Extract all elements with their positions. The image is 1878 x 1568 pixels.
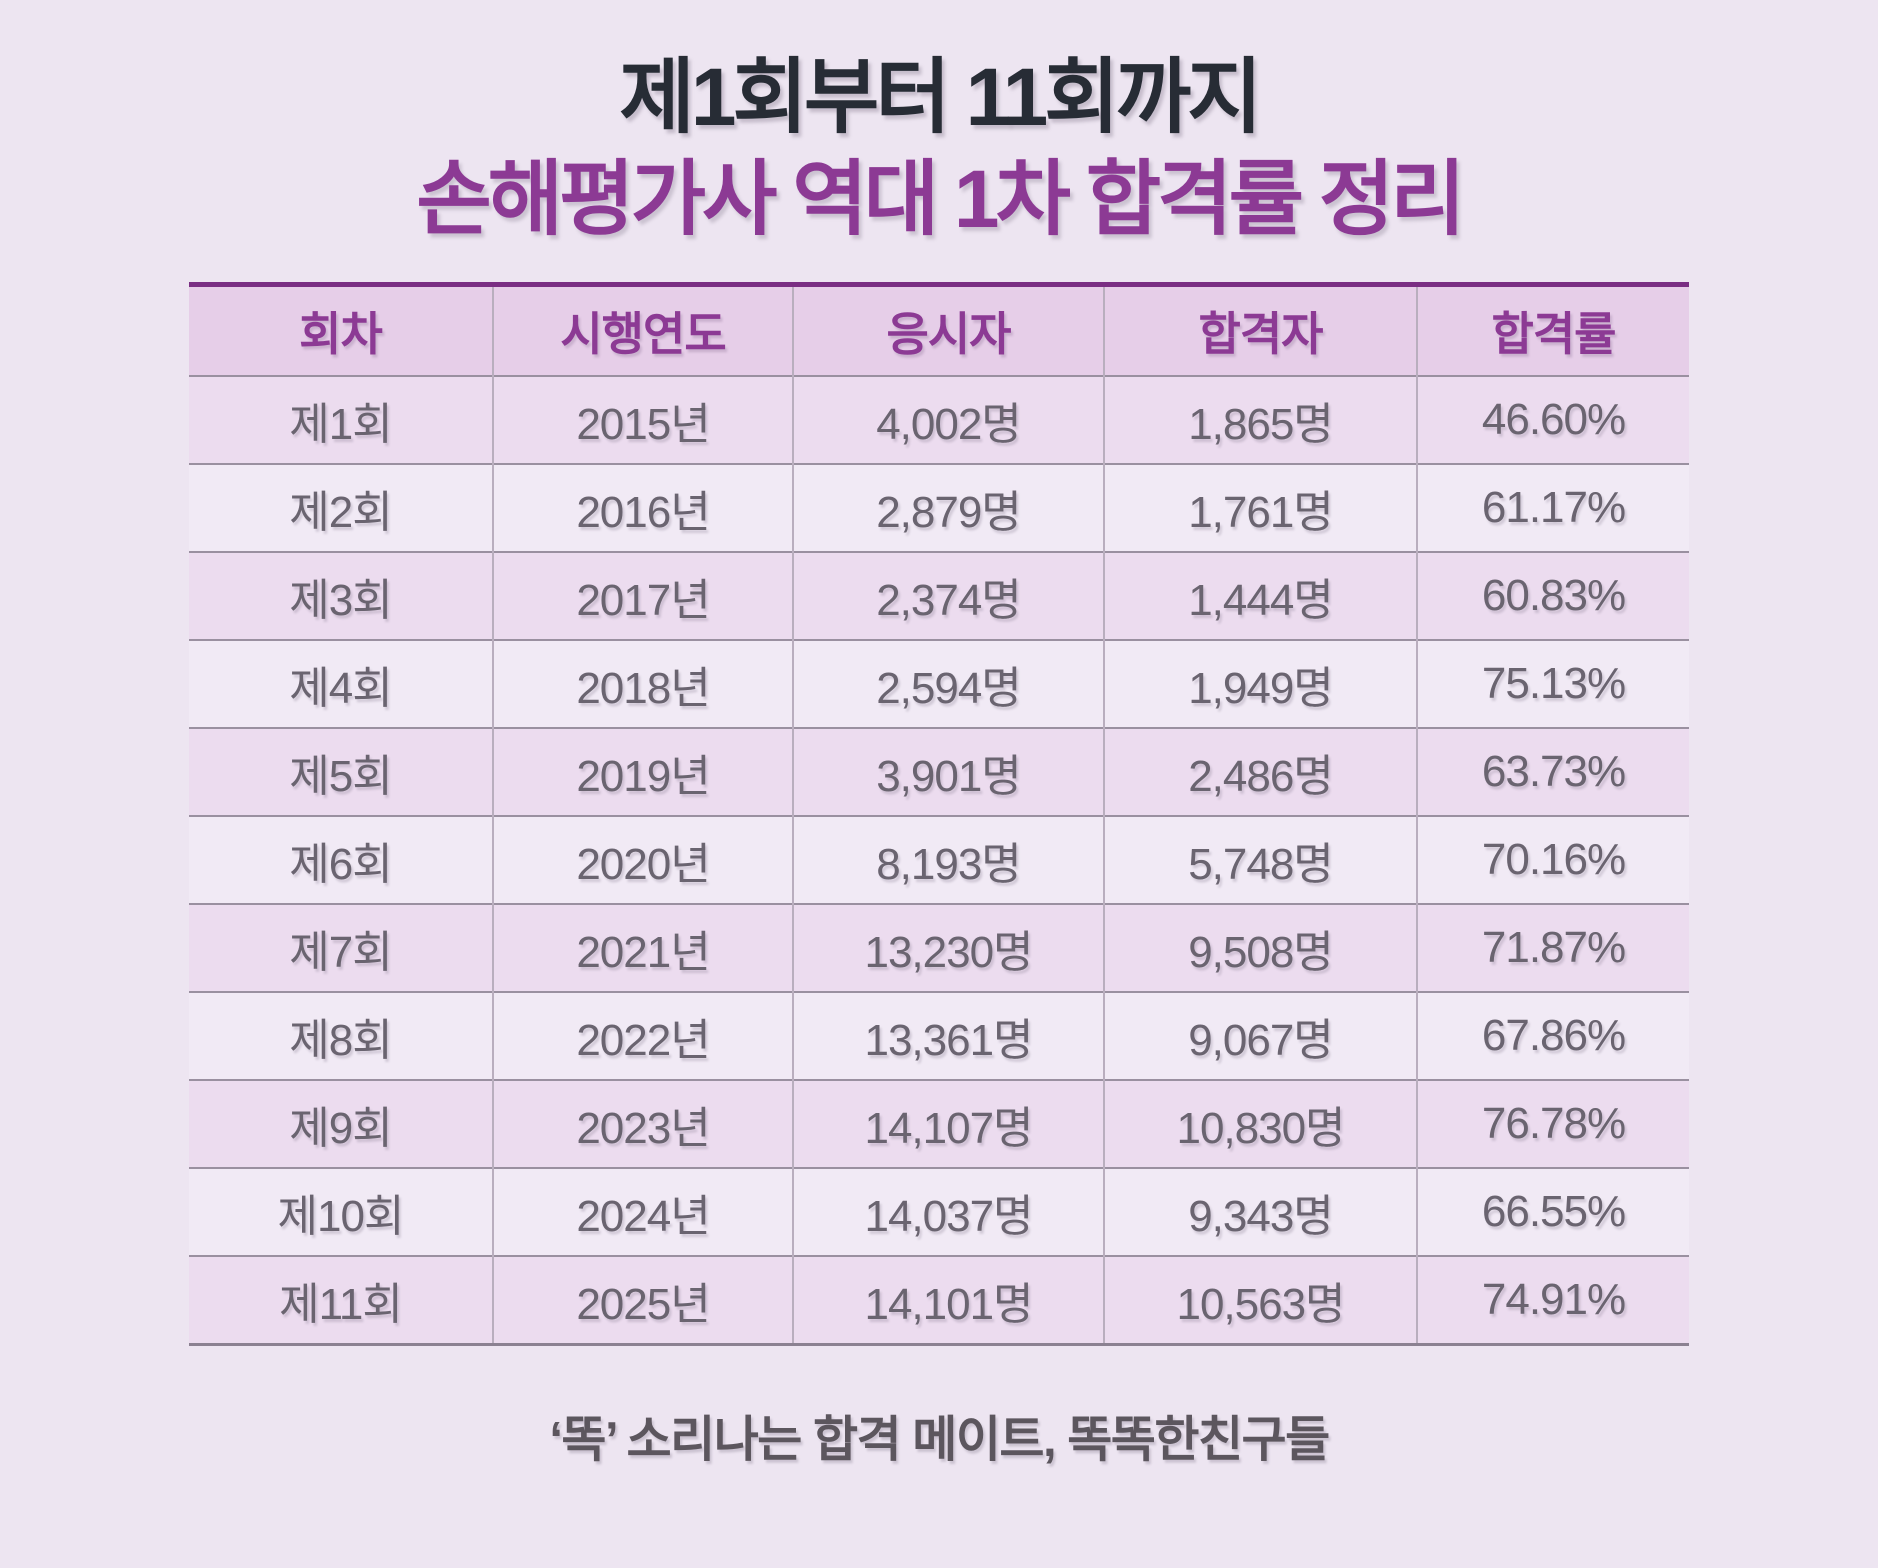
table-row: 제6회 2020년 8,193명 5,748명 70.16% bbox=[189, 815, 1689, 905]
table-cell: 70.16% bbox=[1416, 815, 1689, 905]
table-cell: 2023년 bbox=[492, 1079, 793, 1169]
table-cell: 61.17% bbox=[1416, 463, 1689, 553]
table-row: 제1회 2015년 4,002명 1,865명 46.60% bbox=[189, 375, 1689, 465]
table-cell: 1,444명 bbox=[1103, 551, 1417, 641]
table-cell: 9,343명 bbox=[1103, 1167, 1417, 1257]
table-cell: 5,748명 bbox=[1103, 815, 1417, 905]
table-cell: 2,374명 bbox=[792, 551, 1104, 641]
table-row: 제5회 2019년 3,901명 2,486명 63.73% bbox=[189, 727, 1689, 817]
table-cell: 63.73% bbox=[1416, 727, 1689, 817]
table-cell: 9,067명 bbox=[1103, 991, 1417, 1081]
table-cell: 1,949명 bbox=[1103, 639, 1417, 729]
table-row: 제3회 2017년 2,374명 1,444명 60.83% bbox=[189, 551, 1689, 641]
table-cell: 60.83% bbox=[1416, 551, 1689, 641]
table-cell: 2,486명 bbox=[1103, 727, 1417, 817]
table-cell: 2015년 bbox=[492, 375, 793, 465]
table-cell: 3,901명 bbox=[792, 727, 1104, 817]
table-row: 제10회 2024년 14,037명 9,343명 66.55% bbox=[189, 1167, 1689, 1257]
table-cell: 9,508명 bbox=[1103, 903, 1417, 993]
table-cell: 13,361명 bbox=[792, 991, 1104, 1081]
table-cell: 46.60% bbox=[1416, 375, 1689, 465]
table-cell: 2022년 bbox=[492, 991, 793, 1081]
page-title: 제1회부터 11회까지 손해평가사 역대 1차 합격률 정리 bbox=[0, 0, 1878, 246]
table-cell: 2019년 bbox=[492, 727, 793, 817]
table-cell: 76.78% bbox=[1416, 1079, 1689, 1169]
table-cell: 13,230명 bbox=[792, 903, 1104, 993]
table-cell: 2016년 bbox=[492, 463, 793, 553]
table-row: 제8회 2022년 13,361명 9,067명 67.86% bbox=[189, 991, 1689, 1081]
table-cell: 제7회 bbox=[189, 903, 493, 993]
table-cell: 제5회 bbox=[189, 727, 493, 817]
table-cell: 제8회 bbox=[189, 991, 493, 1081]
table-cell: 4,002명 bbox=[792, 375, 1104, 465]
table-cell: 8,193명 bbox=[792, 815, 1104, 905]
header-cell: 응시자 bbox=[792, 284, 1104, 377]
table-cell: 2020년 bbox=[492, 815, 793, 905]
table-cell: 제9회 bbox=[189, 1079, 493, 1169]
table-cell: 10,830명 bbox=[1103, 1079, 1417, 1169]
table-cell: 67.86% bbox=[1416, 991, 1689, 1081]
header-cell: 합격자 bbox=[1103, 284, 1417, 377]
title-line-2: 손해평가사 역대 1차 합격률 정리 bbox=[416, 153, 1465, 245]
table-header-row: 회차 시행연도 응시자 합격자 합격률 bbox=[189, 284, 1689, 377]
table-cell: 66.55% bbox=[1416, 1167, 1689, 1257]
table-cell: 제10회 bbox=[189, 1167, 493, 1257]
footer-slogan: ‘똑’ 소리나는 합격 메이트, 똑똑한친구들 bbox=[549, 1412, 1330, 1467]
table-cell: 2021년 bbox=[492, 903, 793, 993]
table-cell: 2,879명 bbox=[792, 463, 1104, 553]
header-cell: 합격률 bbox=[1416, 284, 1689, 377]
table-cell: 제2회 bbox=[189, 463, 493, 553]
header-cell: 시행연도 bbox=[492, 284, 793, 377]
table-cell: 2,594명 bbox=[792, 639, 1104, 729]
pass-rate-table: 회차 시행연도 응시자 합격자 합격률 제1회 2015년 4,002명 1,865명 46.6… bbox=[189, 281, 1689, 1346]
title-line-1: 제1회부터 11회까지 bbox=[619, 52, 1262, 143]
table-row: 제9회 2023년 14,107명 10,830명 76.78% bbox=[189, 1079, 1689, 1169]
table-cell: 14,037명 bbox=[792, 1167, 1104, 1257]
table-cell: 2018년 bbox=[492, 639, 793, 729]
header-cell: 회차 bbox=[189, 284, 493, 377]
table-cell: 1,761명 bbox=[1103, 463, 1417, 553]
table-cell: 74.91% bbox=[1416, 1255, 1689, 1345]
table-row: 제4회 2018년 2,594명 1,949명 75.13% bbox=[189, 639, 1689, 729]
table-cell: 14,107명 bbox=[792, 1079, 1104, 1169]
table-cell: 제6회 bbox=[189, 815, 493, 905]
table-cell: 제1회 bbox=[189, 375, 493, 465]
table-row: 제7회 2021년 13,230명 9,508명 71.87% bbox=[189, 903, 1689, 993]
table-cell: 제11회 bbox=[189, 1255, 493, 1345]
table-cell: 2025년 bbox=[492, 1255, 793, 1345]
table-cell: 제3회 bbox=[189, 551, 493, 641]
table-cell: 1,865명 bbox=[1103, 375, 1417, 465]
table-cell: 10,563명 bbox=[1103, 1255, 1417, 1345]
table-cell: 71.87% bbox=[1416, 903, 1689, 993]
table-row: 제11회 2025년 14,101명 10,563명 74.91% bbox=[189, 1255, 1689, 1345]
table-cell: 2017년 bbox=[492, 551, 793, 641]
table-row: 제2회 2016년 2,879명 1,761명 61.17% bbox=[189, 463, 1689, 553]
table-cell: 2024년 bbox=[492, 1167, 793, 1257]
table-cell: 75.13% bbox=[1416, 639, 1689, 729]
table-cell: 14,101명 bbox=[792, 1255, 1104, 1345]
table-cell: 제4회 bbox=[189, 639, 493, 729]
